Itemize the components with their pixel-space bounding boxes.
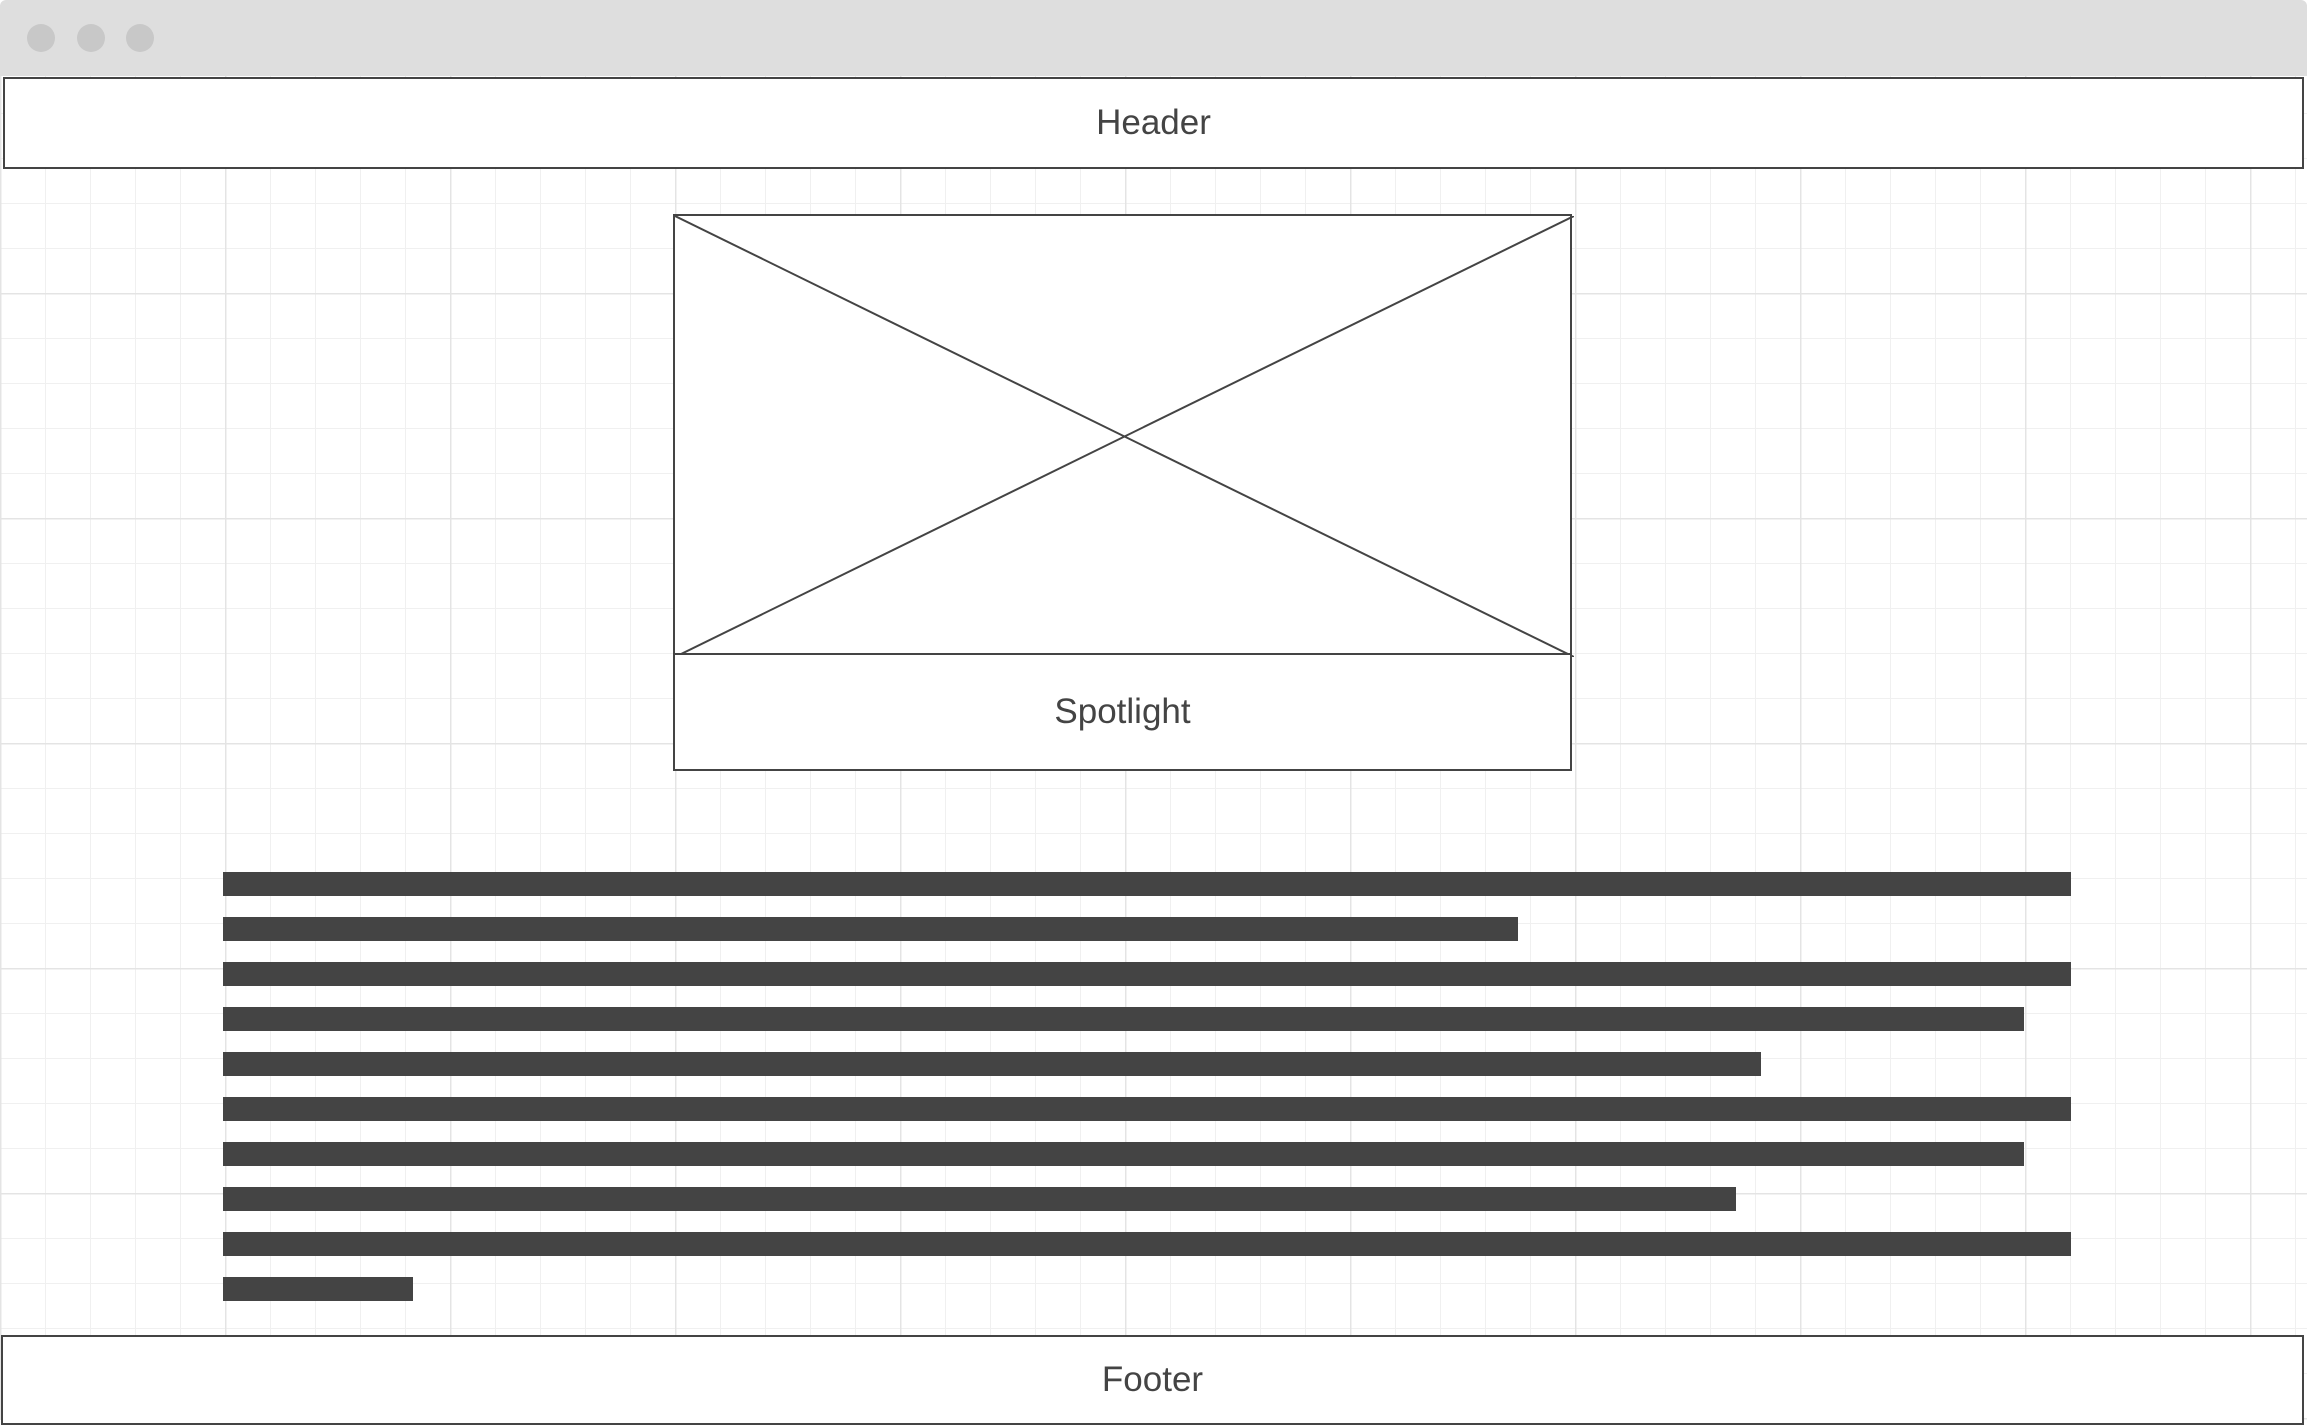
text-line-placeholder <box>223 917 1518 941</box>
text-line-placeholder <box>223 1187 1736 1211</box>
text-line-placeholder <box>223 872 2071 896</box>
image-placeholder-icon <box>675 216 1574 657</box>
spotlight-image-placeholder <box>673 214 1574 657</box>
text-line-placeholder <box>223 1052 1761 1076</box>
spotlight-caption: Spotlight <box>1054 692 1191 731</box>
text-line-placeholder <box>223 1007 2024 1031</box>
text-line-placeholder <box>223 1277 413 1301</box>
window-minimize-dot[interactable] <box>77 24 105 52</box>
header-block: Header <box>3 77 2304 169</box>
footer-block: Footer <box>1 1335 2304 1425</box>
window-titlebar <box>0 0 2307 76</box>
spotlight-caption-block: Spotlight <box>673 653 1572 771</box>
text-line-placeholder <box>223 1232 2071 1256</box>
window-maximize-dot[interactable] <box>126 24 154 52</box>
footer-label: Footer <box>1101 1360 1204 1399</box>
text-line-placeholder <box>223 1097 2071 1121</box>
text-line-placeholder <box>223 1142 2024 1166</box>
header-label: Header <box>1096 103 1211 142</box>
text-line-placeholder <box>223 962 2071 986</box>
window-close-dot[interactable] <box>27 24 55 52</box>
